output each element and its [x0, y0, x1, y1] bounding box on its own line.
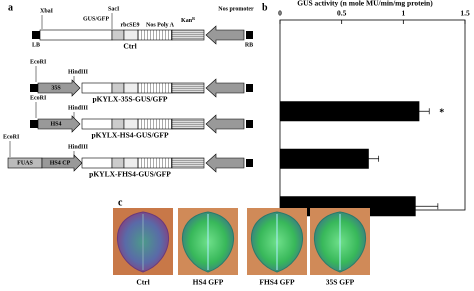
- element-label: Nos promoter: [218, 6, 254, 12]
- gene-box: [81, 82, 113, 94]
- annotation: *: [439, 108, 444, 119]
- bar: [280, 101, 420, 122]
- site-label: EcoRI: [30, 59, 47, 65]
- element-box: [111, 82, 125, 94]
- image-caption: Ctrl: [136, 278, 149, 287]
- site-label: HindIII: [68, 105, 89, 111]
- element-box: [123, 29, 139, 41]
- promoter-arrow: [205, 78, 245, 98]
- gene-box: [81, 118, 113, 130]
- border-box: [32, 31, 40, 39]
- chart-title: GUS activity (n mole MU/min/mg protein): [297, 0, 433, 8]
- panel-label: a: [8, 2, 13, 13]
- element-label: GUS/GFP: [83, 16, 109, 22]
- construct-name: Ctrl: [123, 42, 136, 51]
- promoter-arrow: [205, 114, 245, 134]
- error-bar: [393, 203, 439, 210]
- bar: [280, 148, 369, 169]
- element-box: [171, 29, 205, 41]
- border-label: LB: [32, 42, 40, 48]
- element-box: [171, 157, 205, 169]
- x-tick-label: 1.5: [460, 9, 470, 18]
- error-bar: [409, 108, 430, 115]
- element-box: [111, 29, 125, 41]
- border-box: [30, 120, 38, 128]
- error-bar: [358, 155, 380, 162]
- border-box: [246, 159, 253, 167]
- element-box: [123, 82, 139, 94]
- border-box: [246, 120, 253, 128]
- element-box: [137, 82, 173, 94]
- element-label: R: [192, 16, 195, 21]
- element-label: rbcSE9: [120, 22, 139, 28]
- border-box: [246, 84, 253, 92]
- element-label: HS4 CP: [50, 160, 71, 166]
- site-label: EcoRI: [3, 134, 20, 140]
- element-box: [111, 118, 125, 130]
- x-tick-label: 0: [278, 9, 282, 18]
- image-caption: HS4 GFP: [193, 278, 224, 287]
- element-label: HS4: [50, 121, 61, 127]
- promoter-arrow: [41, 154, 83, 172]
- promoter-arrow: [37, 115, 81, 133]
- element-label: 35S: [51, 85, 61, 91]
- construct-name: pKYLX-35S-GUS/GFP: [92, 95, 167, 104]
- x-tick-label: 0.5: [337, 9, 347, 18]
- element-box: [137, 118, 173, 130]
- border-label: RB: [245, 42, 253, 48]
- element-label: Kan: [181, 18, 193, 24]
- element-label: KanR: [181, 16, 195, 24]
- gene-box: [81, 157, 113, 169]
- site-label: HindIII: [68, 144, 89, 150]
- construct-name: pKYLX-FHS4-GUS/GFP: [89, 170, 171, 179]
- element-box: [111, 157, 125, 169]
- element-box: [123, 157, 139, 169]
- site-label: HindIII: [68, 69, 89, 75]
- site-label: EcoRI: [30, 95, 47, 101]
- x-tick-label: 1: [401, 9, 405, 18]
- construct-name: pKYLX-HS4-GUS/GFP: [91, 131, 169, 140]
- element-box: [171, 118, 205, 130]
- element-box: [137, 157, 173, 169]
- element-box: [137, 29, 173, 41]
- image-caption: 35S GFP: [326, 278, 355, 287]
- element-box: [171, 82, 205, 94]
- element-label: FUAS: [17, 160, 33, 166]
- promoter-arrow: [205, 153, 245, 173]
- panel-label: b: [262, 2, 268, 13]
- element-box: [123, 118, 139, 130]
- gene-box: [39, 29, 113, 41]
- border-box: [30, 84, 38, 92]
- site-label: SacI: [108, 6, 120, 12]
- border-box: [246, 31, 253, 39]
- promoter-arrow: [205, 25, 245, 45]
- panel-label: c: [118, 197, 123, 208]
- promoter-arrow: [37, 79, 81, 97]
- image-caption: FHS4 GFP: [259, 278, 295, 287]
- element-label: Nos Poly A: [146, 22, 175, 28]
- site-label: XbaI: [40, 8, 54, 14]
